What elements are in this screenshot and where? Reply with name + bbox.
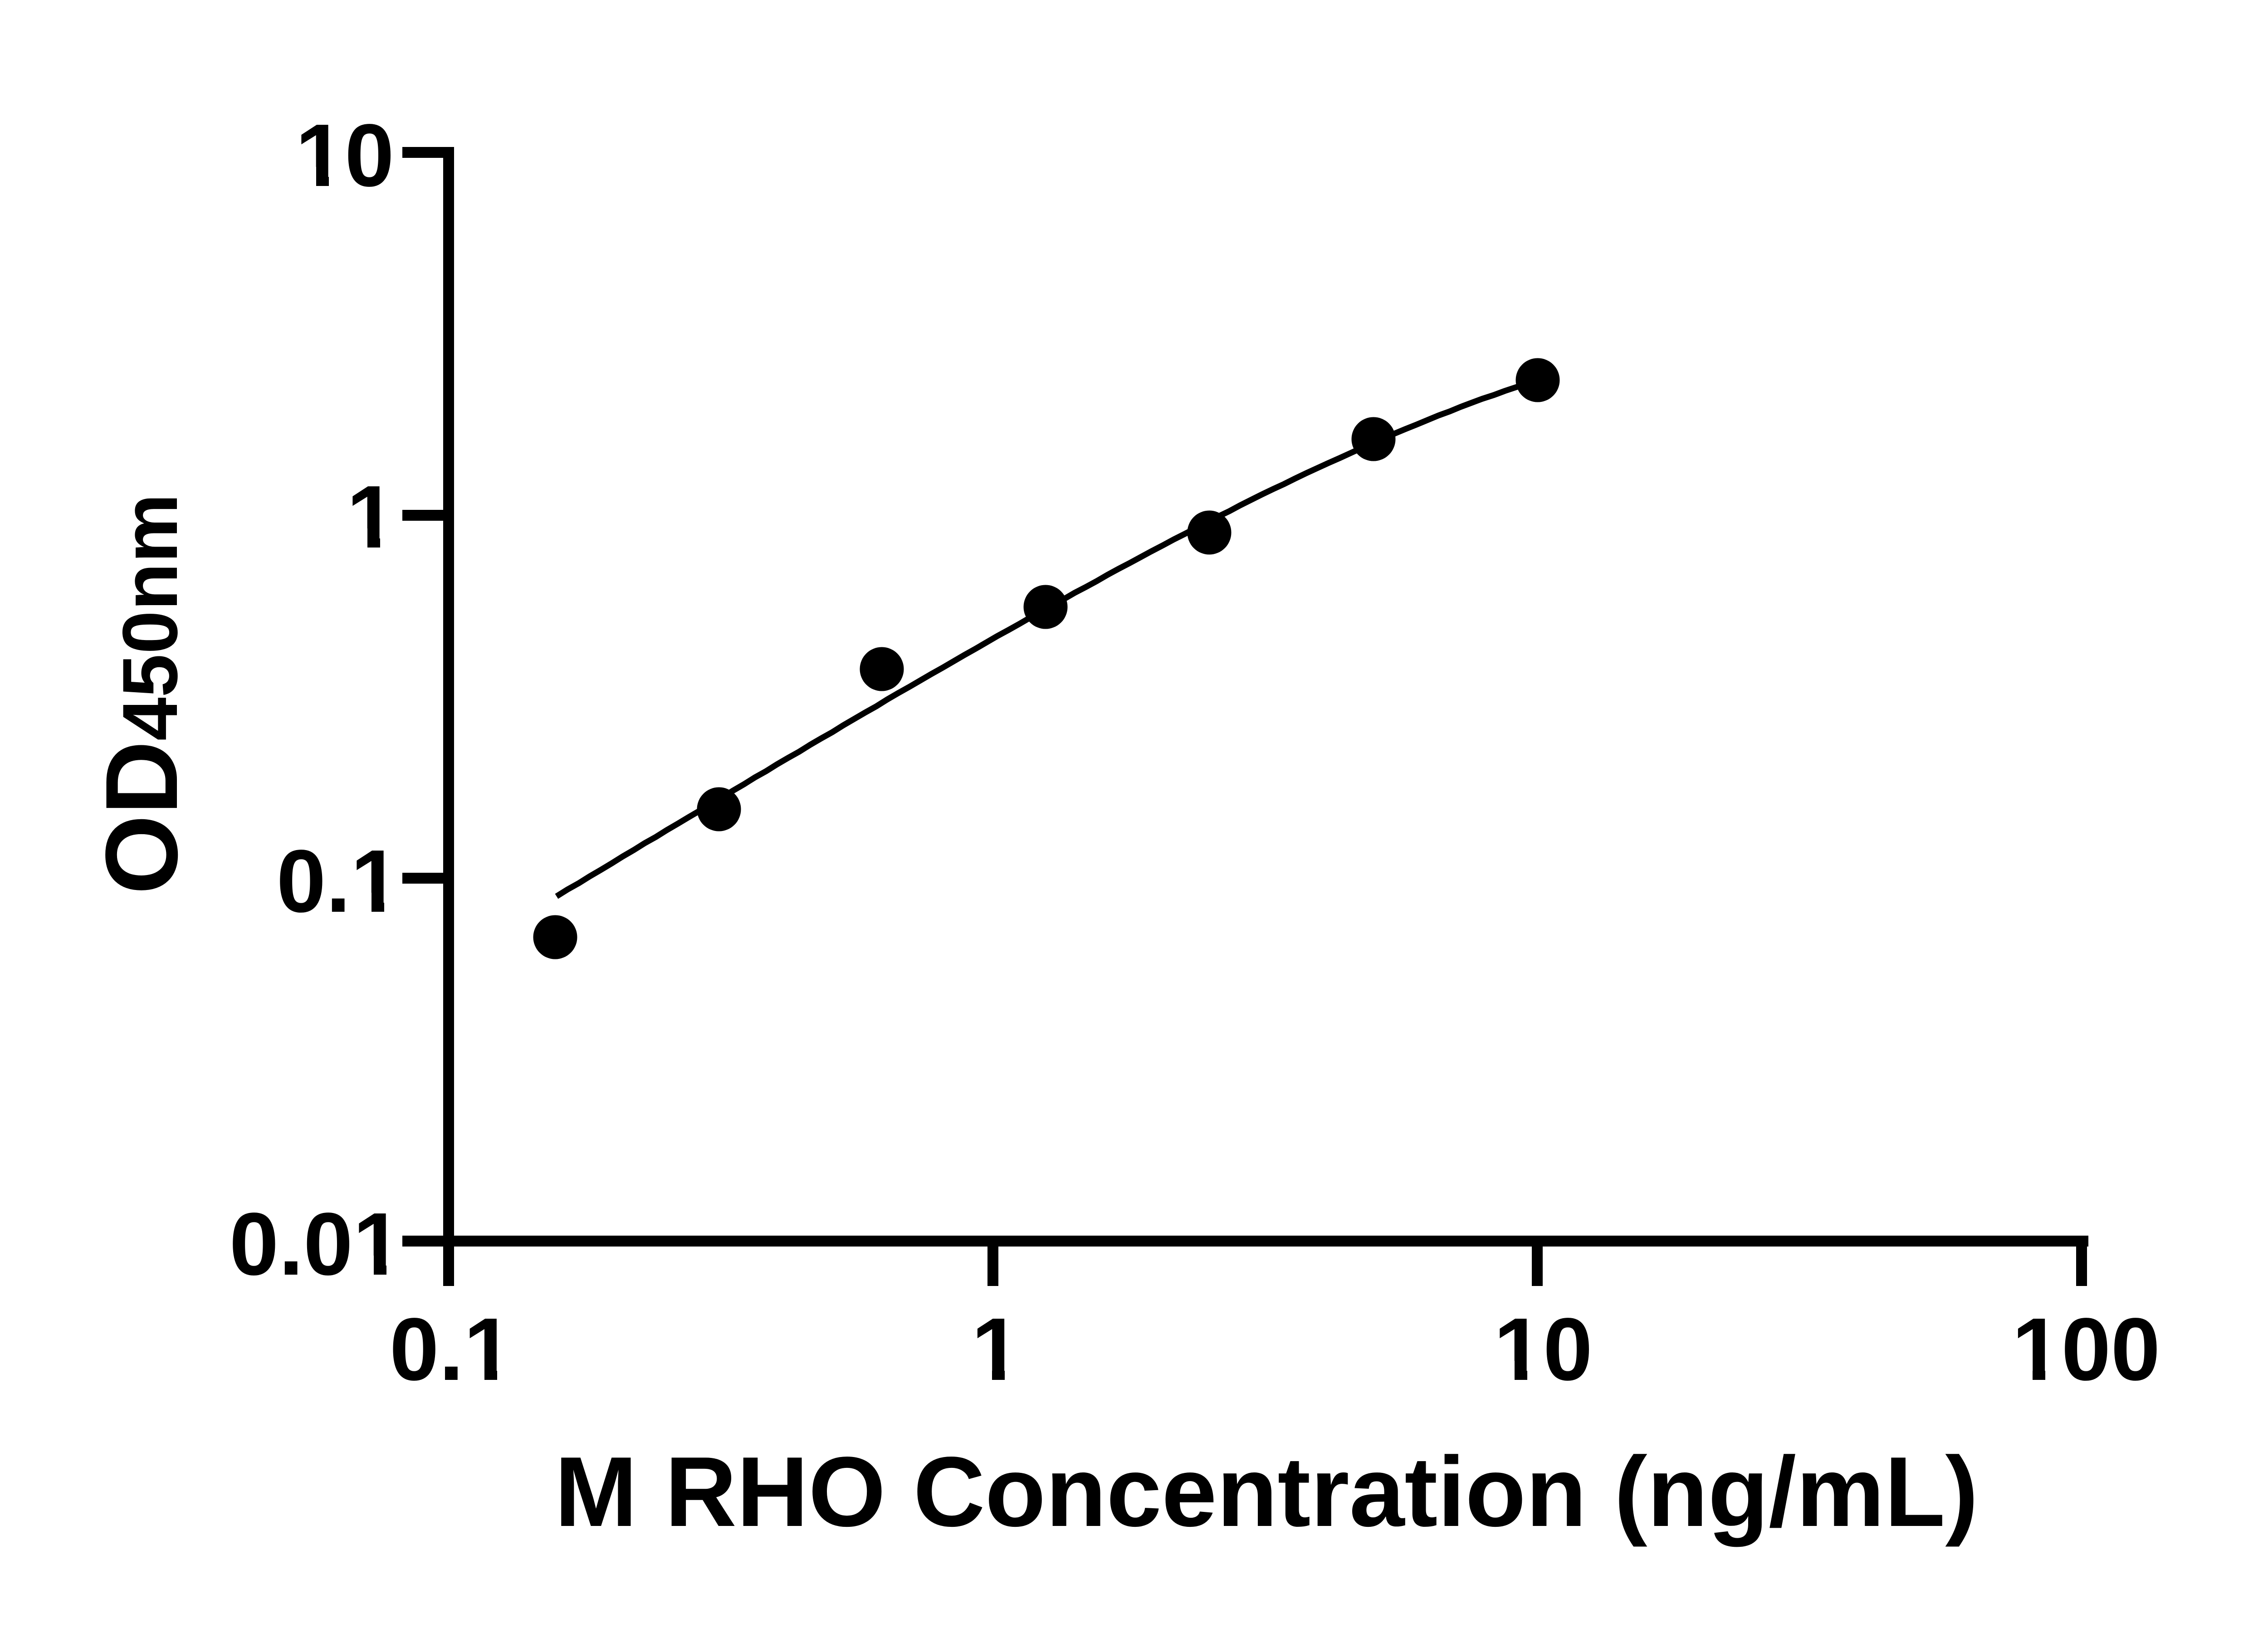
svg-text:0.1: 0.1 bbox=[390, 1300, 513, 1399]
svg-text:1: 1 bbox=[347, 467, 396, 567]
svg-text:10: 10 bbox=[1494, 1300, 1593, 1399]
svg-text:0.01: 0.01 bbox=[230, 1194, 402, 1294]
svg-text:1: 1 bbox=[971, 1300, 1021, 1399]
svg-text:100: 100 bbox=[2012, 1300, 2160, 1399]
svg-text:10: 10 bbox=[295, 106, 394, 205]
svg-text:0.1: 0.1 bbox=[277, 831, 400, 931]
svg-text:M RHO Concentration (ng/mL): M RHO Concentration (ng/mL) bbox=[555, 1437, 1979, 1547]
